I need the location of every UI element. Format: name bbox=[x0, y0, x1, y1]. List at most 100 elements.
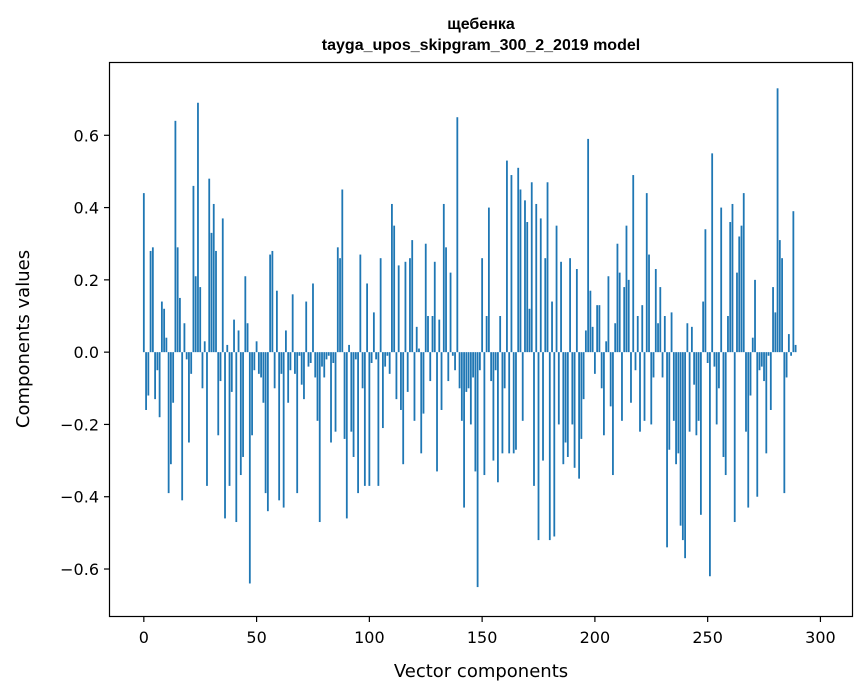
bar-179 bbox=[546, 182, 549, 353]
bar-232 bbox=[666, 352, 668, 548]
bar-140 bbox=[458, 352, 461, 389]
bar-222 bbox=[643, 352, 646, 421]
bar-102 bbox=[372, 312, 375, 353]
bar-261 bbox=[731, 203, 734, 353]
bar-11 bbox=[167, 352, 170, 494]
bar-119 bbox=[411, 240, 414, 353]
bar-190 bbox=[571, 352, 574, 425]
x-tick-label-2: 100 bbox=[354, 628, 385, 647]
bar-263 bbox=[736, 272, 738, 353]
bar-66 bbox=[291, 294, 294, 353]
bar-85 bbox=[334, 352, 337, 432]
bar-88 bbox=[341, 189, 344, 353]
bar-208 bbox=[612, 352, 614, 476]
bar-69 bbox=[298, 352, 301, 356]
bar-286 bbox=[787, 334, 790, 353]
bar-32 bbox=[215, 250, 217, 353]
bar-173 bbox=[533, 352, 535, 486]
bar-204 bbox=[603, 352, 605, 436]
bar-248 bbox=[702, 301, 705, 353]
bar-30 bbox=[210, 232, 213, 353]
bar-195 bbox=[582, 352, 585, 400]
bar-273 bbox=[758, 352, 761, 371]
bar-14 bbox=[174, 120, 177, 353]
bar-223 bbox=[645, 193, 648, 353]
bar-58 bbox=[273, 352, 276, 389]
bar-283 bbox=[781, 258, 783, 353]
bar-101 bbox=[370, 352, 373, 363]
bar-13 bbox=[172, 352, 175, 403]
bar-170 bbox=[526, 222, 529, 353]
x-tick-label-0: 0 bbox=[139, 628, 149, 647]
bar-181 bbox=[551, 301, 553, 353]
bar-59 bbox=[275, 290, 278, 353]
y-tick-label-2: −0.2 bbox=[60, 415, 99, 434]
bar-215 bbox=[627, 279, 630, 353]
bar-201 bbox=[596, 305, 599, 353]
bar-163 bbox=[510, 175, 513, 353]
bar-211 bbox=[618, 272, 621, 353]
bar-47 bbox=[248, 352, 251, 584]
bar-16 bbox=[179, 297, 181, 353]
bar-266 bbox=[742, 193, 745, 353]
bar-245 bbox=[695, 352, 698, 436]
chart-subtitle: tayga_upos_skipgram_300_2_2019 model bbox=[322, 37, 640, 54]
bar-210 bbox=[616, 243, 619, 353]
bar-9 bbox=[163, 308, 166, 353]
y-tick-label-0: −0.6 bbox=[60, 560, 99, 579]
bar-213 bbox=[623, 287, 626, 353]
bar-229 bbox=[659, 287, 662, 353]
bar-22 bbox=[192, 185, 195, 353]
bar-276 bbox=[765, 352, 768, 454]
bar-89 bbox=[343, 352, 346, 439]
bar-167 bbox=[519, 189, 522, 353]
bar-253 bbox=[713, 352, 716, 367]
bar-193 bbox=[578, 352, 580, 479]
bar-31 bbox=[212, 203, 215, 353]
bar-238 bbox=[679, 352, 682, 526]
bar-78 bbox=[318, 352, 321, 523]
x-axis-label: Vector components bbox=[394, 661, 568, 682]
bar-177 bbox=[542, 352, 544, 461]
bar-21 bbox=[190, 352, 193, 374]
bar-46 bbox=[246, 323, 249, 353]
bar-171 bbox=[528, 308, 531, 353]
bar-91 bbox=[348, 344, 350, 353]
bar-182 bbox=[553, 352, 556, 537]
bar-118 bbox=[409, 258, 411, 353]
bar-279 bbox=[772, 287, 774, 353]
bar-272 bbox=[756, 352, 759, 497]
bar-288 bbox=[792, 211, 795, 353]
bar-52 bbox=[260, 352, 262, 378]
bar-246 bbox=[697, 352, 700, 421]
bar-147 bbox=[474, 352, 477, 472]
bar-96 bbox=[359, 254, 362, 353]
bar-260 bbox=[729, 222, 732, 353]
bar-185 bbox=[560, 261, 562, 353]
bar-36 bbox=[224, 352, 226, 519]
bar-72 bbox=[305, 301, 308, 353]
bar-39 bbox=[230, 352, 233, 392]
bar-159 bbox=[501, 352, 504, 454]
bar-60 bbox=[278, 352, 281, 501]
bar-268 bbox=[747, 352, 750, 508]
bar-277 bbox=[767, 352, 770, 356]
bar-25 bbox=[199, 287, 202, 353]
bar-68 bbox=[296, 352, 299, 494]
bar-71 bbox=[303, 352, 305, 400]
bar-138 bbox=[454, 352, 456, 371]
bar-65 bbox=[289, 352, 292, 371]
x-axis-ticks: 0 50 100 150 200 250 300 bbox=[139, 616, 836, 647]
bar-241 bbox=[686, 323, 689, 353]
bar-249 bbox=[704, 229, 707, 353]
bar-234 bbox=[670, 312, 673, 353]
bar-63 bbox=[285, 330, 287, 353]
bar-230 bbox=[661, 352, 664, 378]
bar-70 bbox=[300, 352, 303, 385]
bar-40 bbox=[233, 319, 235, 353]
bar-237 bbox=[677, 352, 680, 454]
bar-126 bbox=[427, 316, 429, 353]
bar-218 bbox=[634, 352, 637, 371]
bar-146 bbox=[472, 352, 474, 378]
